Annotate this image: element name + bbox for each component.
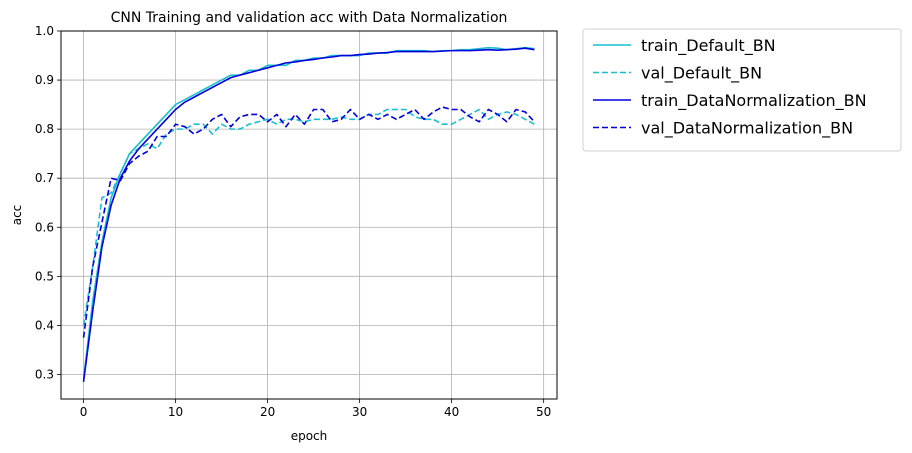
x-tick-label: 0	[80, 405, 88, 419]
x-axis-label: epoch	[291, 429, 328, 443]
plot-area: 0 10 20 30 40 50 0.3 0.4 0.5 0.6 0.7 0.8 0.9 1.0	[35, 24, 558, 419]
y-tick-label: 0.4	[35, 318, 54, 332]
legend-label-val_Default_BN: val_Default_BN	[641, 64, 762, 84]
y-tick-label: 1.0	[35, 24, 54, 38]
x-tick-label: 20	[260, 405, 275, 419]
chart-title: CNN Training and validation acc with Dat…	[111, 10, 508, 26]
y-tick-label: 0.9	[35, 73, 54, 87]
legend-label-train_Default_BN: train_Default_BN	[641, 36, 776, 56]
y-tick-label: 0.8	[35, 122, 54, 136]
y-tick-label: 0.6	[35, 220, 54, 234]
legend-frame	[582, 28, 902, 152]
series-line-val_Default_BN	[82, 108, 535, 326]
x-tick-label: 10	[168, 405, 183, 419]
legend: train_Default_BN val_Default_BN train_Data…	[582, 28, 902, 152]
series-line-val_DataNormalization_BN	[82, 106, 536, 338]
plot-frame	[60, 30, 558, 400]
y-tick-label: 0.3	[35, 367, 54, 381]
y-tick-label: 0.7	[35, 171, 54, 185]
series-line-train_DataNormalization_BN	[82, 47, 535, 382]
x-tick-label: 50	[536, 405, 551, 419]
legend-label-train_DataNormalization_BN: train_DataNormalization_BN	[641, 91, 867, 111]
x-tick-label: 40	[444, 405, 459, 419]
legend-label-val_DataNormalization_BN: val_DataNormalization_BN	[641, 119, 853, 139]
x-tick-label: 30	[352, 405, 367, 419]
series-group	[82, 46, 536, 382]
ticks: 0 10 20 30 40 50 0.3 0.4 0.5 0.6 0.7 0.8 0.9 1.0	[35, 24, 551, 419]
y-axis-label: acc	[10, 205, 24, 226]
y-tick-label: 0.5	[35, 269, 54, 283]
